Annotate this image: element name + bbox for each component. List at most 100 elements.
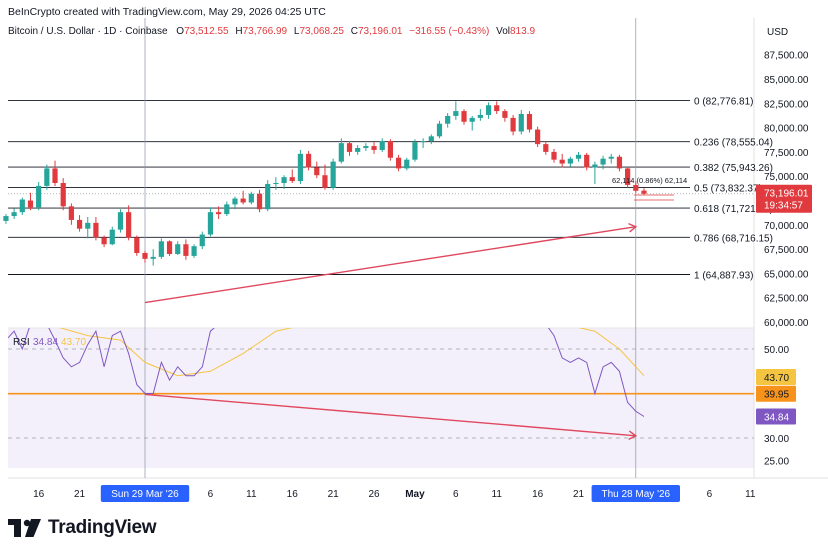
candle-body: [27, 200, 34, 208]
candle-body: [428, 136, 434, 142]
tradingview-logo-icon: [8, 519, 41, 537]
candle-body: [232, 198, 238, 205]
candle-body: [395, 157, 402, 169]
rsi-value-tag-text: 34.84: [764, 412, 789, 423]
chart-credit: BeInCrypto created with TradingView.com,…: [8, 6, 326, 18]
y-tick-label: 82,500.00: [764, 99, 809, 110]
candle-body: [559, 159, 565, 164]
price-tag: [756, 184, 812, 213]
rsi-value-tag: [756, 408, 796, 425]
rsi-ma-tag: [756, 369, 796, 386]
candle-body: [183, 244, 189, 256]
candle-body: [461, 111, 467, 122]
candle-body: [150, 256, 156, 259]
candle-body: [44, 168, 50, 186]
candle-body: [412, 142, 418, 160]
x-tick-label: 21: [328, 489, 340, 500]
candle-body: [76, 219, 83, 229]
rsi-legend-title: RSI: [13, 337, 30, 348]
candle-body: [289, 177, 295, 182]
rsi-ma-tag-text: 43.70: [764, 373, 789, 384]
y-tick-label: 87,500.00: [764, 51, 809, 62]
candle-body: [363, 146, 369, 149]
x-tick-label: 11: [492, 489, 503, 500]
price-tag-value: 73,196.01: [764, 189, 809, 200]
candle-body: [379, 141, 385, 150]
candle-body: [60, 183, 66, 207]
candle-body: [625, 168, 631, 185]
candle-body: [224, 204, 230, 215]
candle-body: [109, 229, 115, 245]
candle-body: [248, 193, 254, 203]
candle-body: [297, 153, 304, 182]
x-tick-label: 6: [208, 489, 214, 500]
candle-body: [420, 141, 426, 143]
measure-label: 62,114 (0.86%) 62,114: [612, 176, 687, 185]
price-change: −316.55 (−0.43%): [409, 26, 490, 37]
candle-body: [404, 159, 410, 169]
x-tick-label: 16: [532, 489, 544, 500]
candle-body: [551, 151, 557, 160]
x-tick-label: 21: [74, 489, 86, 500]
candle-body: [575, 154, 582, 159]
candle-body: [11, 212, 17, 217]
candle-body: [273, 183, 279, 185]
x-axis-date-highlight: [100, 485, 190, 502]
candle-body: [469, 117, 475, 122]
volume: Vol813.9: [496, 26, 536, 37]
candle-body: [477, 114, 483, 118]
y-tick-label: 65,000.00: [764, 269, 809, 280]
candle-body: [314, 167, 320, 176]
candle-body: [502, 111, 508, 118]
x-tick-label: 6: [453, 489, 459, 500]
candle-body: [19, 199, 25, 213]
fib-label: 0.382 (75,943.26): [694, 163, 773, 174]
candle-body: [387, 141, 393, 158]
candle-body: [126, 212, 132, 238]
fib-label: 0.618 (71,721.48): [694, 204, 773, 215]
candle-body: [330, 161, 336, 188]
x-tick-label: 11: [745, 489, 756, 500]
x-tick-label: 26: [368, 489, 380, 500]
candle-body: [355, 148, 361, 152]
y-tick-label: 70,000.00: [764, 221, 809, 232]
candle-body: [52, 168, 58, 184]
symbol-name[interactable]: Bitcoin / U.S. Dollar · 1D · Coinbase: [8, 26, 168, 37]
y-tick-label: 60,000.00: [764, 318, 809, 329]
candle-body: [142, 252, 148, 259]
fib-label: 0.236 (78,555.04): [694, 138, 773, 149]
candle-body: [616, 156, 623, 169]
candle-body: [281, 177, 287, 184]
candle-body: [199, 234, 205, 247]
candle-body: [158, 241, 164, 257]
candle-body: [175, 244, 181, 254]
candle-body: [265, 183, 271, 210]
x-tick-label: May: [405, 489, 425, 500]
rsi-y-tick-label: 25.00: [764, 456, 789, 467]
candle-body: [93, 222, 99, 238]
price-trend-arrow: [144, 226, 636, 304]
price-countdown: 19:34:57: [764, 201, 803, 212]
candle-body: [600, 158, 606, 165]
x-axis-date-highlight: [591, 485, 680, 502]
candle-body: [85, 222, 91, 229]
candle-body: [68, 206, 74, 220]
fib-label: 0.786 (68,716.15): [694, 233, 773, 244]
candle-body: [36, 185, 42, 208]
candle-body: [436, 123, 443, 137]
price-trend-arrow-head: [628, 223, 638, 233]
candle-body: [633, 184, 639, 191]
tradingview-logo[interactable]: TradingView: [8, 516, 157, 540]
y-tick-label: 62,500.00: [764, 294, 809, 305]
candle-body: [101, 237, 107, 245]
rsi-trend-arrow-head: [628, 430, 638, 440]
candle-body: [592, 164, 598, 168]
x-tick-label: 6: [707, 489, 713, 500]
candle-body: [371, 146, 377, 150]
candle-body: [518, 113, 524, 132]
candle-body: [134, 237, 140, 253]
candle-body: [322, 175, 328, 188]
candle-body: [485, 105, 492, 115]
candle-body: [166, 241, 173, 254]
